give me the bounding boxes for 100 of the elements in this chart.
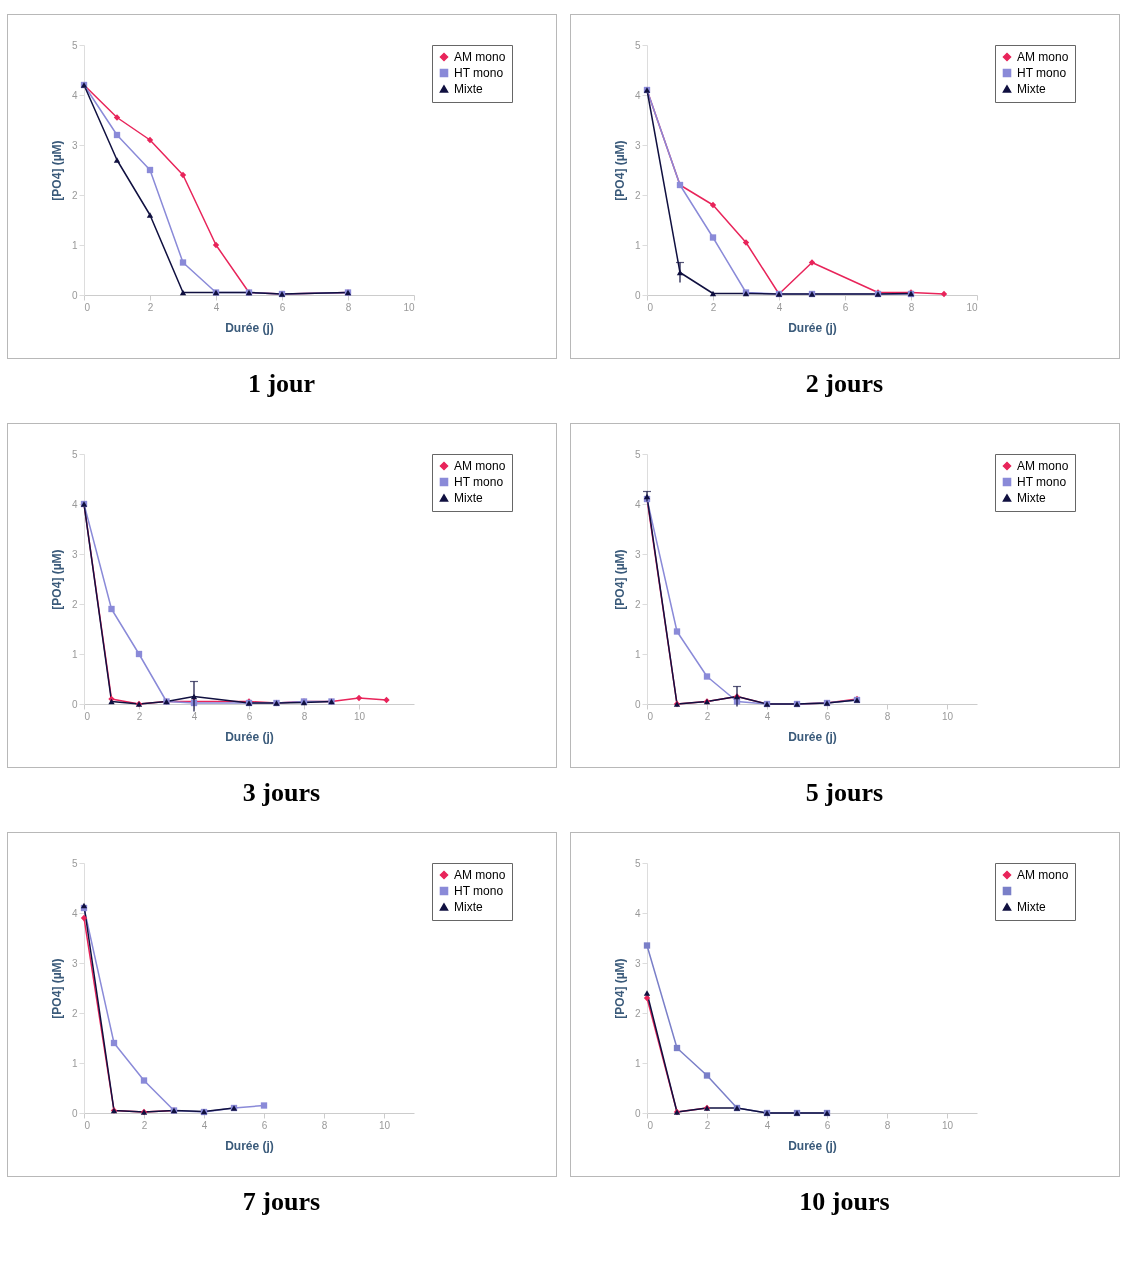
x-axis-title: Durée (j) [788, 1138, 837, 1153]
x-tick-label: 10 [941, 710, 954, 722]
x-tick-label: 4 [764, 1119, 771, 1131]
legend-label: Mixte [1017, 82, 1046, 96]
x-tick-label: 4 [213, 301, 220, 313]
legend-label: AM mono [1017, 459, 1069, 473]
x-tick-label: 0 [647, 710, 654, 722]
y-tick-label: 3 [634, 139, 641, 151]
y-tick-label: 5 [71, 857, 78, 869]
y-tick-label: 5 [634, 448, 641, 460]
y-tick-label: 4 [71, 907, 78, 919]
y-tick-label: 5 [71, 448, 78, 460]
legend-label: HT mono [454, 66, 504, 80]
y-tick-label: 0 [71, 1107, 78, 1119]
legend-label: HT mono [454, 475, 504, 489]
y-tick-label: 5 [634, 39, 641, 51]
y-tick-label: 2 [634, 1007, 641, 1019]
x-tick-label: 2 [710, 301, 717, 313]
legend-label: Mixte [1017, 900, 1046, 914]
x-tick-label: 6 [842, 301, 849, 313]
x-axis-title: Durée (j) [788, 320, 837, 335]
text: 5 jours [805, 778, 884, 809]
text: 3 jours [242, 778, 321, 809]
x-tick-label: 8 [908, 301, 915, 313]
y-tick-label: 2 [71, 1007, 78, 1019]
text: 10 jours [799, 1187, 890, 1218]
y-tick-label: 3 [71, 548, 78, 560]
legend-label: AM mono [454, 50, 506, 64]
y-tick-label: 3 [71, 957, 78, 969]
x-tick-label: 8 [884, 710, 891, 722]
legend-label: HT mono [1017, 66, 1067, 80]
x-axis-title: Durée (j) [788, 729, 837, 744]
legend-label: AM mono [1017, 50, 1069, 64]
x-tick-label: 4 [191, 710, 198, 722]
y-tick-label: 3 [634, 548, 641, 560]
y-tick-label: 4 [634, 498, 641, 510]
legend-label: Mixte [454, 900, 483, 914]
y-tick-label: 0 [71, 698, 78, 710]
x-tick-label: 10 [403, 301, 415, 313]
y-tick-label: 1 [634, 1057, 641, 1069]
x-tick-label: 10 [378, 1119, 391, 1131]
x-tick-label: 6 [261, 1119, 268, 1131]
y-tick-label: 1 [71, 239, 78, 251]
x-tick-label: 0 [84, 1119, 91, 1131]
y-axis-title: [PO4] (µM) [612, 140, 627, 201]
y-tick-label: 4 [71, 89, 78, 101]
x-tick-label: 6 [246, 710, 253, 722]
y-tick-label: 3 [634, 957, 641, 969]
x-tick-label: 2 [704, 710, 711, 722]
y-tick-label: 0 [71, 289, 78, 301]
y-tick-label: 0 [634, 289, 641, 301]
y-axis-title: [PO4] (µM) [612, 549, 627, 610]
x-tick-label: 4 [764, 710, 771, 722]
x-tick-label: 6 [824, 710, 831, 722]
y-tick-label: 2 [634, 598, 641, 610]
y-tick-label: 2 [71, 598, 78, 610]
y-tick-label: 4 [634, 89, 641, 101]
x-tick-label: 10 [353, 710, 366, 722]
x-tick-label: 2 [136, 710, 143, 722]
y-axis-title: [PO4] (µM) [49, 958, 64, 1019]
text: 7 jours [242, 1187, 321, 1218]
legend-label: HT mono [1017, 475, 1067, 489]
y-tick-label: 1 [634, 239, 641, 251]
y-tick-label: 4 [71, 498, 78, 510]
text: 2 jours [805, 369, 884, 400]
x-tick-label: 8 [345, 301, 352, 313]
x-tick-label: 2 [141, 1119, 148, 1131]
y-tick-label: 1 [71, 1057, 78, 1069]
legend-label: AM mono [454, 459, 506, 473]
y-tick-label: 2 [71, 189, 78, 201]
legend-label: Mixte [454, 82, 483, 96]
y-tick-label: 5 [71, 39, 78, 51]
y-tick-label: 5 [634, 857, 641, 869]
y-tick-label: 0 [634, 698, 641, 710]
x-tick-label: 10 [966, 301, 978, 313]
x-axis-title: Durée (j) [225, 1138, 274, 1153]
y-tick-label: 2 [634, 189, 641, 201]
y-tick-label: 0 [634, 1107, 641, 1119]
y-axis-title: [PO4] (µM) [612, 958, 627, 1019]
x-tick-label: 0 [647, 1119, 654, 1131]
y-axis-title: [PO4] (µM) [49, 140, 64, 201]
x-tick-label: 0 [84, 301, 91, 313]
legend-label: AM mono [1017, 868, 1069, 882]
x-axis-title: Durée (j) [225, 320, 274, 335]
y-tick-label: 1 [71, 648, 78, 660]
text: 1 jour [247, 369, 316, 400]
x-tick-label: 0 [647, 301, 654, 313]
legend-label: HT mono [454, 884, 504, 898]
y-axis-title: [PO4] (µM) [49, 549, 64, 610]
x-tick-label: 0 [84, 710, 91, 722]
x-tick-label: 6 [824, 1119, 831, 1131]
x-tick-label: 8 [301, 710, 308, 722]
x-tick-label: 2 [704, 1119, 711, 1131]
x-tick-label: 4 [201, 1119, 208, 1131]
x-tick-label: 2 [147, 301, 154, 313]
x-tick-label: 8 [321, 1119, 328, 1131]
y-tick-label: 3 [71, 139, 78, 151]
x-axis-title: Durée (j) [225, 729, 274, 744]
x-tick-label: 4 [776, 301, 783, 313]
y-tick-label: 1 [634, 648, 641, 660]
